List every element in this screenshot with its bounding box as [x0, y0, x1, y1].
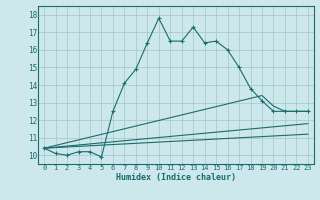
X-axis label: Humidex (Indice chaleur): Humidex (Indice chaleur) — [116, 173, 236, 182]
